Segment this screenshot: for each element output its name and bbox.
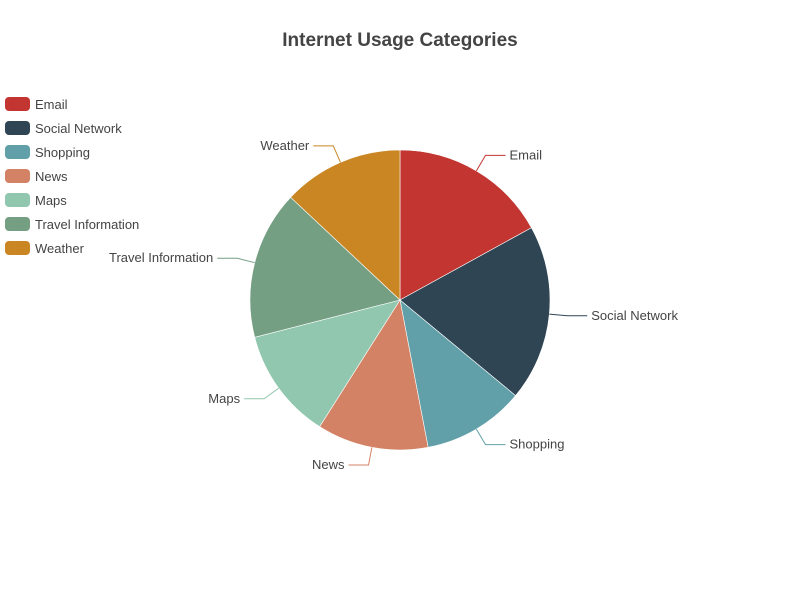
legend-label: Weather: [35, 240, 84, 256]
legend-item-news[interactable]: News: [5, 164, 139, 188]
slice-label-social-network: Social Network: [591, 308, 678, 323]
leader-line-social-network: [549, 313, 588, 317]
legend-swatch: [5, 97, 30, 111]
leader-line-email: [475, 154, 506, 172]
pie-slice-weather[interactable]: [290, 149, 401, 301]
chart-title: Internet Usage Categories: [282, 30, 518, 51]
pie-slice-travel-information[interactable]: [249, 196, 401, 338]
slice-label-email: Email: [510, 147, 543, 162]
chart-legend: Email Social Network Shopping News Maps …: [5, 92, 139, 260]
legend-item-maps[interactable]: Maps: [5, 188, 139, 212]
legend-label: Shopping: [35, 144, 90, 160]
pie-slice-shopping[interactable]: [399, 299, 517, 448]
legend-label: Social Network: [35, 120, 122, 136]
leader-line-shopping: [475, 428, 506, 446]
slice-label-shopping: Shopping: [510, 437, 565, 452]
legend-label: News: [35, 168, 68, 184]
legend-label: Email: [35, 96, 68, 112]
legend-swatch: [5, 169, 30, 183]
legend-swatch: [5, 217, 30, 231]
legend-label: Travel Information: [35, 216, 140, 232]
slice-label-weather: Weather: [260, 138, 310, 153]
leader-line-news: [348, 447, 373, 466]
legend-swatch: [5, 145, 30, 159]
leader-line-maps: [244, 387, 279, 400]
slice-label-news: News: [312, 457, 345, 472]
legend-item-email[interactable]: Email: [5, 92, 139, 116]
legend-swatch: [5, 193, 30, 207]
leader-line-travel-information: [217, 257, 255, 264]
slice-label-maps: Maps: [208, 391, 240, 406]
legend-item-shopping[interactable]: Shopping: [5, 140, 139, 164]
legend-swatch: [5, 121, 30, 135]
legend-swatch: [5, 241, 30, 255]
legend-label: Maps: [35, 192, 67, 208]
leader-line-weather: [313, 145, 341, 163]
slice-label-travel-information: Travel Information: [109, 250, 213, 265]
legend-item-social-network[interactable]: Social Network: [5, 116, 139, 140]
legend-item-weather[interactable]: Weather: [5, 236, 139, 260]
legend-item-travel-information[interactable]: Travel Information: [5, 212, 139, 236]
